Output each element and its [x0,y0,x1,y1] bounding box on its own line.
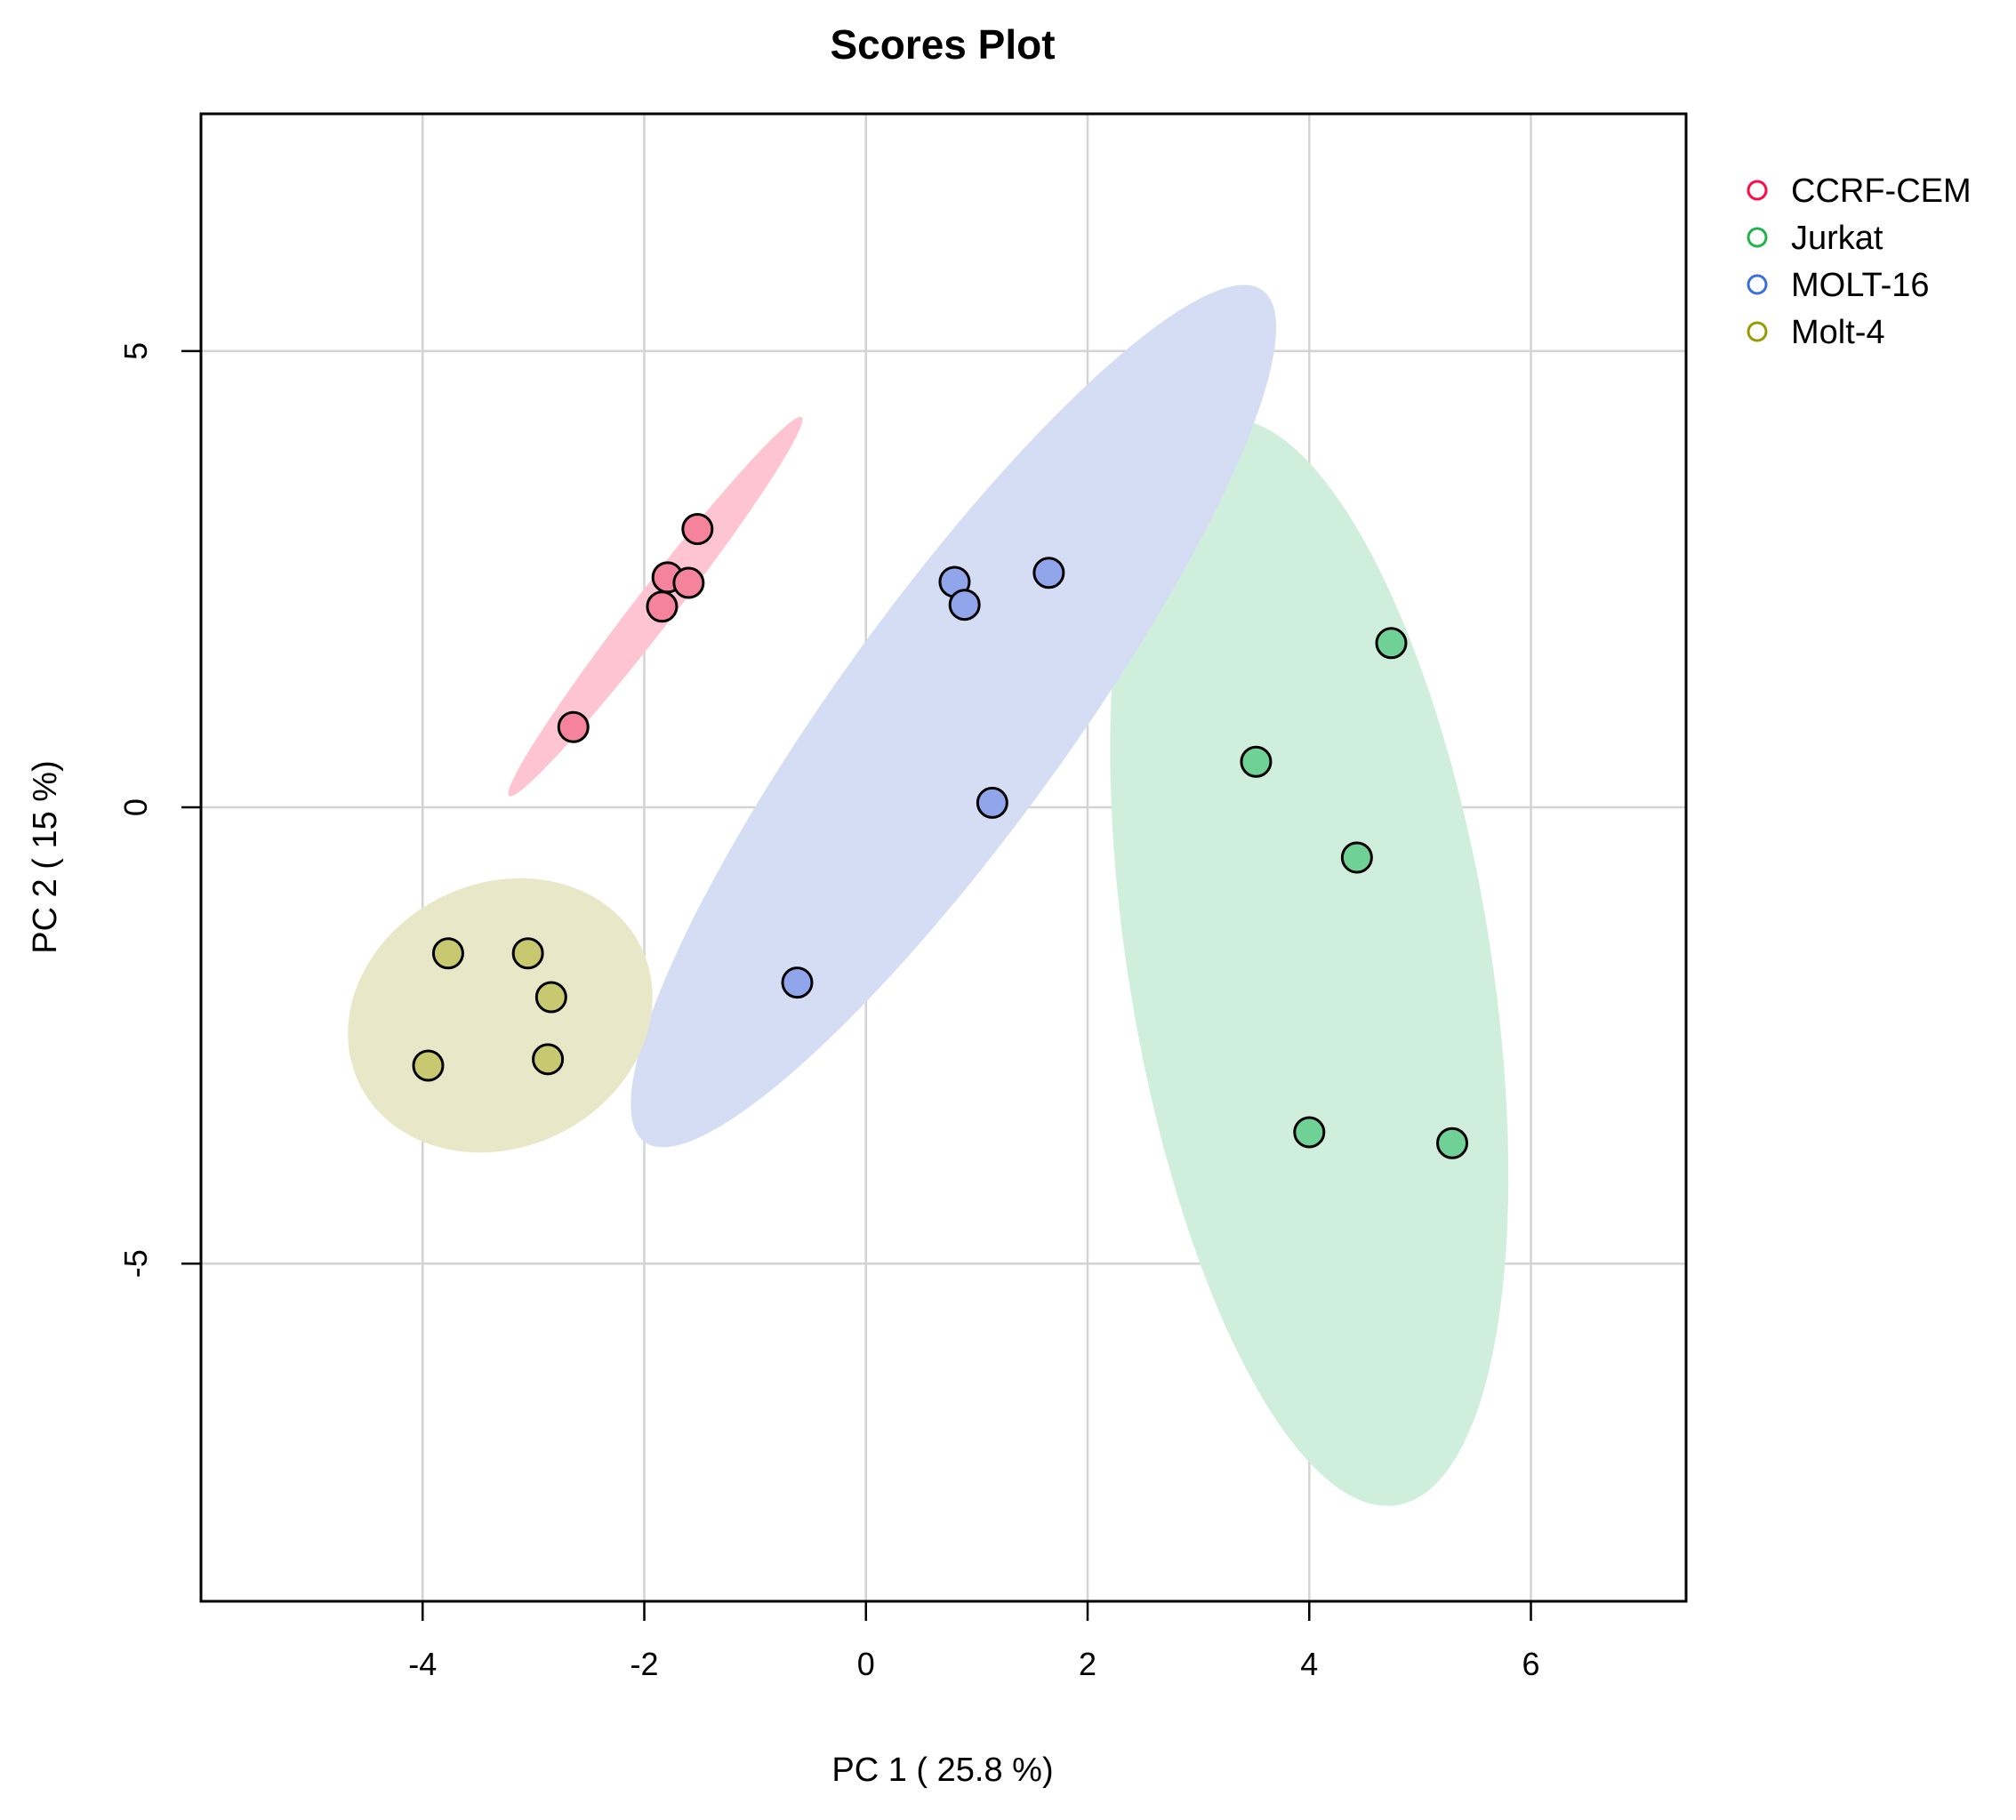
x-axis-label: PC 1 ( 25.8 %) [831,1752,1053,1789]
x-tick-label: -2 [630,1646,658,1682]
confidence-ellipse [631,285,1276,1148]
confidence-ellipse [1110,419,1509,1506]
data-point [1032,557,1065,589]
data-point [412,1049,445,1082]
data-point [1375,627,1408,660]
confidence-ellipses [348,285,1509,1506]
plot-frame [199,112,1688,1603]
data-point [646,590,679,623]
data-point [1293,1116,1326,1149]
legend-marker [1747,227,1768,248]
y-tick-label: 5 [117,342,154,360]
data-points [412,513,1469,1159]
x-tick-label: 4 [1300,1646,1318,1682]
data-point [511,937,544,970]
data-point [1240,745,1273,778]
legend-marker [1747,274,1768,295]
legend: CCRF-CEM Jurkat MOLT-16 Molt-4 [1747,172,1972,351]
y-axis-ticks: -5 0 5 [117,342,201,1278]
data-point [681,513,714,546]
x-axis-ticks: -4 -2 0 2 4 6 [408,1601,1540,1682]
y-axis-label: PC 2 ( 15 %) [27,760,64,954]
data-point [781,966,814,999]
data-point [672,566,705,599]
y-tick-label: -5 [117,1249,154,1278]
data-point [431,937,464,970]
data-point [532,1043,565,1076]
x-tick-label: 6 [1522,1646,1540,1682]
legend-marker [1747,321,1768,342]
data-point [948,589,981,621]
confidence-ellipse [348,878,653,1153]
data-point [534,981,567,1014]
y-tick-label: 0 [117,798,154,816]
x-tick-label: 2 [1079,1646,1096,1682]
legend-marker [1747,180,1768,201]
data-point [1340,841,1373,874]
data-point [557,710,590,743]
x-tick-label: -4 [408,1646,437,1682]
data-point [1436,1126,1469,1159]
legend-label: CCRF-CEM [1791,172,1972,210]
legend-label: Molt-4 [1791,314,1885,351]
legend-label: MOLT-16 [1791,267,1930,304]
x-tick-label: 0 [857,1646,875,1682]
legend-label: Jurkat [1791,220,1883,257]
data-point [976,786,1008,819]
chart-title: Scores Plot [830,21,1055,68]
